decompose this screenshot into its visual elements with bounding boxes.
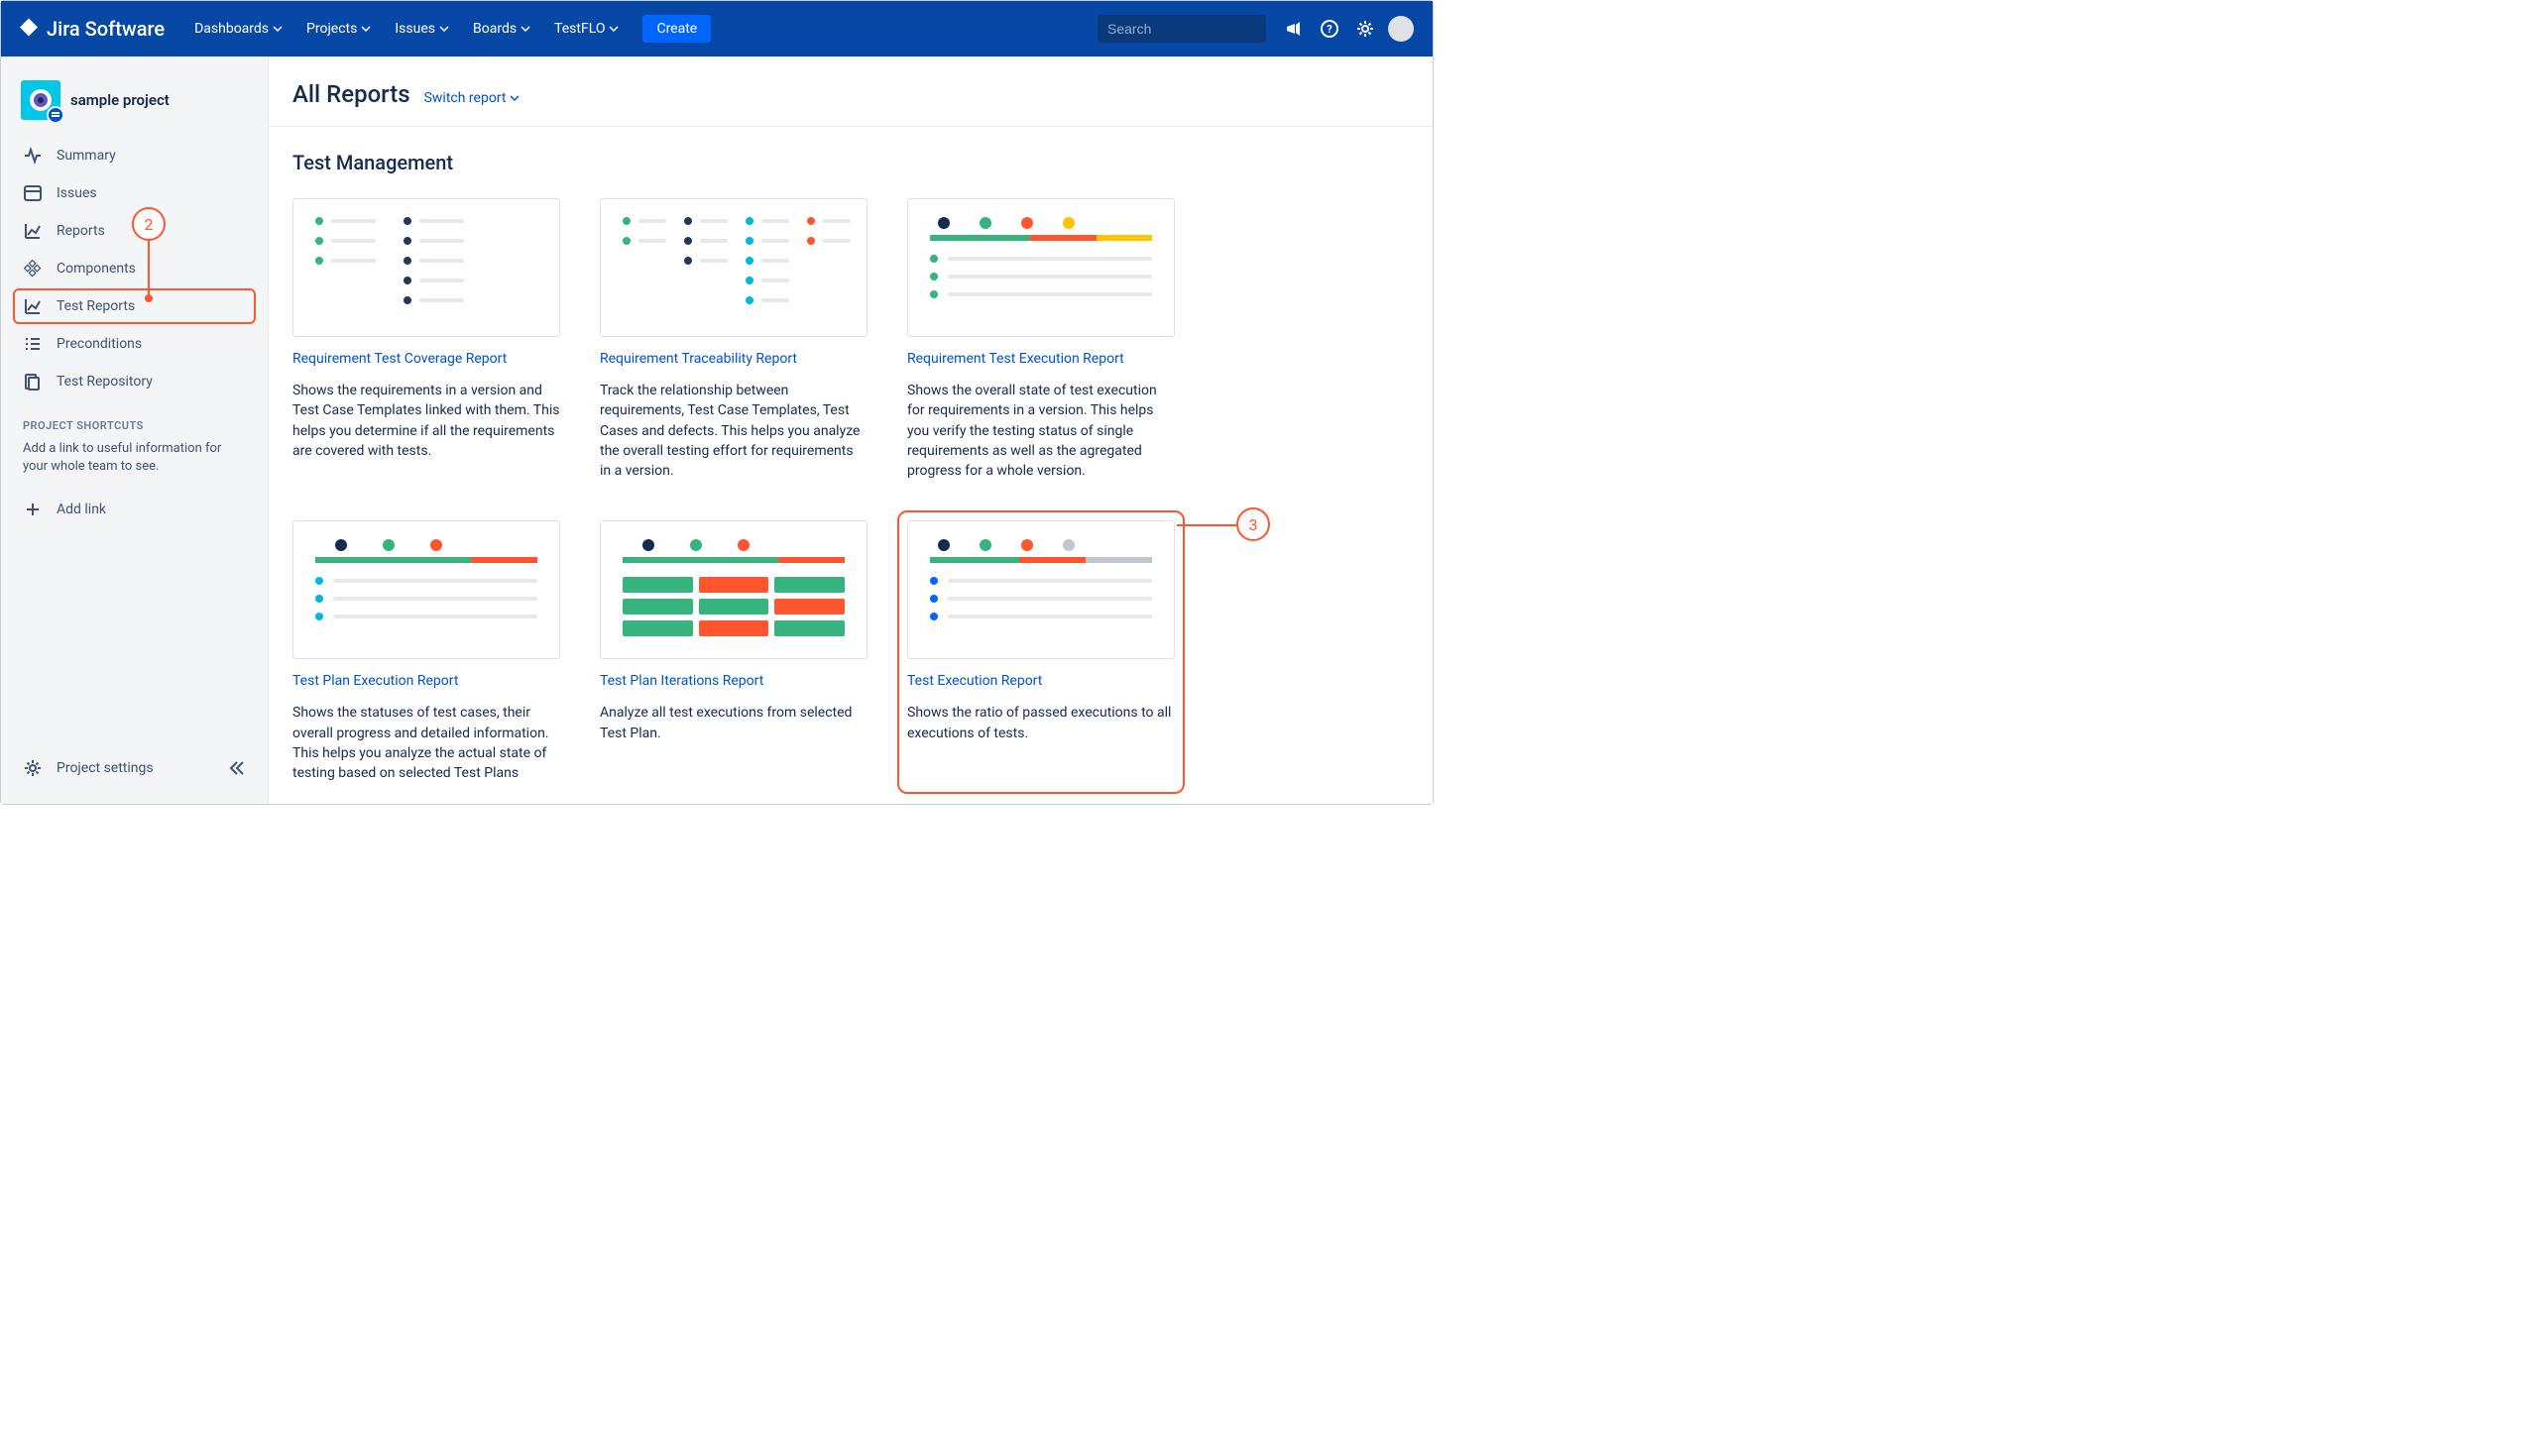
report-description: Analyze all test executions from selecte… bbox=[600, 703, 868, 743]
shortcuts-description: Add a link to useful information for you… bbox=[13, 440, 256, 476]
brand-text: Jira Software bbox=[47, 17, 165, 41]
gear-icon bbox=[1356, 20, 1374, 38]
avatar bbox=[1388, 16, 1414, 42]
collapse-sidebar-icon[interactable] bbox=[226, 758, 246, 778]
project-type-icon bbox=[47, 106, 64, 124]
annotation-3-line bbox=[1177, 524, 1236, 526]
project-avatar bbox=[21, 80, 60, 120]
report-description: Shows the statuses of test cases, their … bbox=[292, 703, 560, 783]
report-description: Shows the ratio of passed executions to … bbox=[907, 703, 1175, 743]
help-button[interactable]: ? bbox=[1314, 13, 1345, 45]
help-icon: ? bbox=[1321, 20, 1338, 38]
annotation-2-dot bbox=[145, 294, 153, 302]
nav-dashboards[interactable]: Dashboards bbox=[184, 15, 292, 43]
page-header: All Reports Switch report bbox=[269, 56, 1433, 127]
report-description: Shows the overall state of test executio… bbox=[907, 381, 1175, 481]
annotation-2-ring: 2 bbox=[132, 207, 166, 241]
report-card-iterations[interactable]: Test Plan Iterations Report Analyze all … bbox=[600, 520, 868, 783]
repo-icon bbox=[23, 372, 43, 392]
switch-report-link[interactable]: Switch report bbox=[424, 90, 521, 106]
project-name: sample project bbox=[70, 91, 170, 109]
report-thumb bbox=[600, 520, 868, 659]
report-title[interactable]: Requirement Test Coverage Report bbox=[292, 351, 560, 367]
settings-button[interactable] bbox=[1349, 13, 1381, 45]
report-grid: Requirement Test Coverage Report Shows t… bbox=[292, 198, 1409, 784]
report-card-traceability[interactable]: Requirement Traceability Report Track th… bbox=[600, 198, 868, 481]
sidebar-item-test-repository[interactable]: Test Repository bbox=[13, 364, 256, 399]
report-card-test-execution[interactable]: Test Execution Report Shows the ratio of… bbox=[897, 510, 1185, 793]
nav-items: Dashboards Projects Issues Boards TestFL… bbox=[184, 15, 711, 43]
svg-text:?: ? bbox=[1327, 23, 1332, 36]
chevron-down-icon bbox=[510, 93, 520, 103]
jira-icon bbox=[17, 17, 41, 41]
chevron-down-icon bbox=[439, 24, 449, 34]
sidebar-item-issues[interactable]: Issues bbox=[13, 175, 256, 211]
report-thumb bbox=[907, 198, 1175, 337]
chart-icon bbox=[23, 221, 43, 241]
activity-icon bbox=[23, 146, 43, 166]
report-thumb bbox=[292, 520, 560, 659]
report-thumb bbox=[292, 198, 560, 337]
report-title[interactable]: Test Plan Execution Report bbox=[292, 673, 560, 689]
search-input[interactable] bbox=[1107, 21, 1287, 37]
megaphone-icon bbox=[1285, 20, 1303, 38]
sidebar-item-test-reports[interactable]: Test Reports bbox=[13, 288, 256, 324]
issues-icon bbox=[23, 183, 43, 203]
chevron-down-icon bbox=[609, 24, 619, 34]
project-settings-link[interactable]: Project settings bbox=[23, 758, 154, 778]
reports-section: Test Management bbox=[269, 127, 1433, 804]
nav-projects[interactable]: Projects bbox=[296, 15, 381, 43]
section-title: Test Management bbox=[292, 151, 1409, 174]
report-card-coverage[interactable]: Requirement Test Coverage Report Shows t… bbox=[292, 198, 560, 481]
report-title[interactable]: Requirement Test Execution Report bbox=[907, 351, 1175, 367]
sidebar-item-components[interactable]: Components bbox=[13, 251, 256, 286]
project-header[interactable]: sample project bbox=[13, 72, 256, 138]
top-navbar: Jira Software Dashboards Projects Issues… bbox=[1, 1, 1433, 56]
report-title[interactable]: Requirement Traceability Report bbox=[600, 351, 868, 367]
chevron-down-icon bbox=[361, 24, 371, 34]
jira-logo[interactable]: Jira Software bbox=[17, 17, 165, 41]
report-thumb bbox=[600, 198, 868, 337]
feedback-button[interactable] bbox=[1278, 13, 1310, 45]
nav-testflo[interactable]: TestFLO bbox=[544, 15, 629, 43]
add-link-button[interactable]: Add link bbox=[13, 490, 256, 529]
report-card-plan-execution[interactable]: Test Plan Execution Report Shows the sta… bbox=[292, 520, 560, 783]
annotation-3-ring: 3 bbox=[1236, 507, 1270, 541]
report-title[interactable]: Test Plan Iterations Report bbox=[600, 673, 868, 689]
page-title: All Reports bbox=[292, 80, 410, 108]
search-box[interactable] bbox=[1098, 15, 1266, 43]
plus-icon bbox=[23, 500, 43, 519]
sidebar: sample project Summary Issues Reports Co… bbox=[1, 56, 269, 804]
profile-button[interactable] bbox=[1385, 13, 1417, 45]
report-description: Track the relationship between requireme… bbox=[600, 381, 868, 481]
gear-icon bbox=[23, 758, 43, 778]
report-card-req-execution[interactable]: Requirement Test Execution Report Shows … bbox=[907, 198, 1175, 481]
create-button[interactable]: Create bbox=[642, 15, 711, 43]
report-description: Shows the requirements in a version and … bbox=[292, 381, 560, 461]
nav-boards[interactable]: Boards bbox=[463, 15, 540, 43]
chevron-down-icon bbox=[521, 24, 530, 34]
chevron-down-icon bbox=[273, 24, 283, 34]
sidebar-item-summary[interactable]: Summary bbox=[13, 138, 256, 173]
nav-issues[interactable]: Issues bbox=[385, 15, 459, 43]
shortcuts-heading: PROJECT SHORTCUTS bbox=[23, 419, 246, 432]
component-icon bbox=[23, 259, 43, 279]
sidebar-nav: Summary Issues Reports Components Test R… bbox=[13, 138, 256, 399]
list-icon bbox=[23, 334, 43, 354]
report-title[interactable]: Test Execution Report bbox=[907, 673, 1175, 689]
annotation-2-line bbox=[148, 241, 150, 296]
chart-icon bbox=[23, 296, 43, 316]
sidebar-item-preconditions[interactable]: Preconditions bbox=[13, 326, 256, 362]
report-thumb bbox=[907, 520, 1175, 659]
main-content: All Reports Switch report Test Managemen… bbox=[269, 56, 1433, 804]
